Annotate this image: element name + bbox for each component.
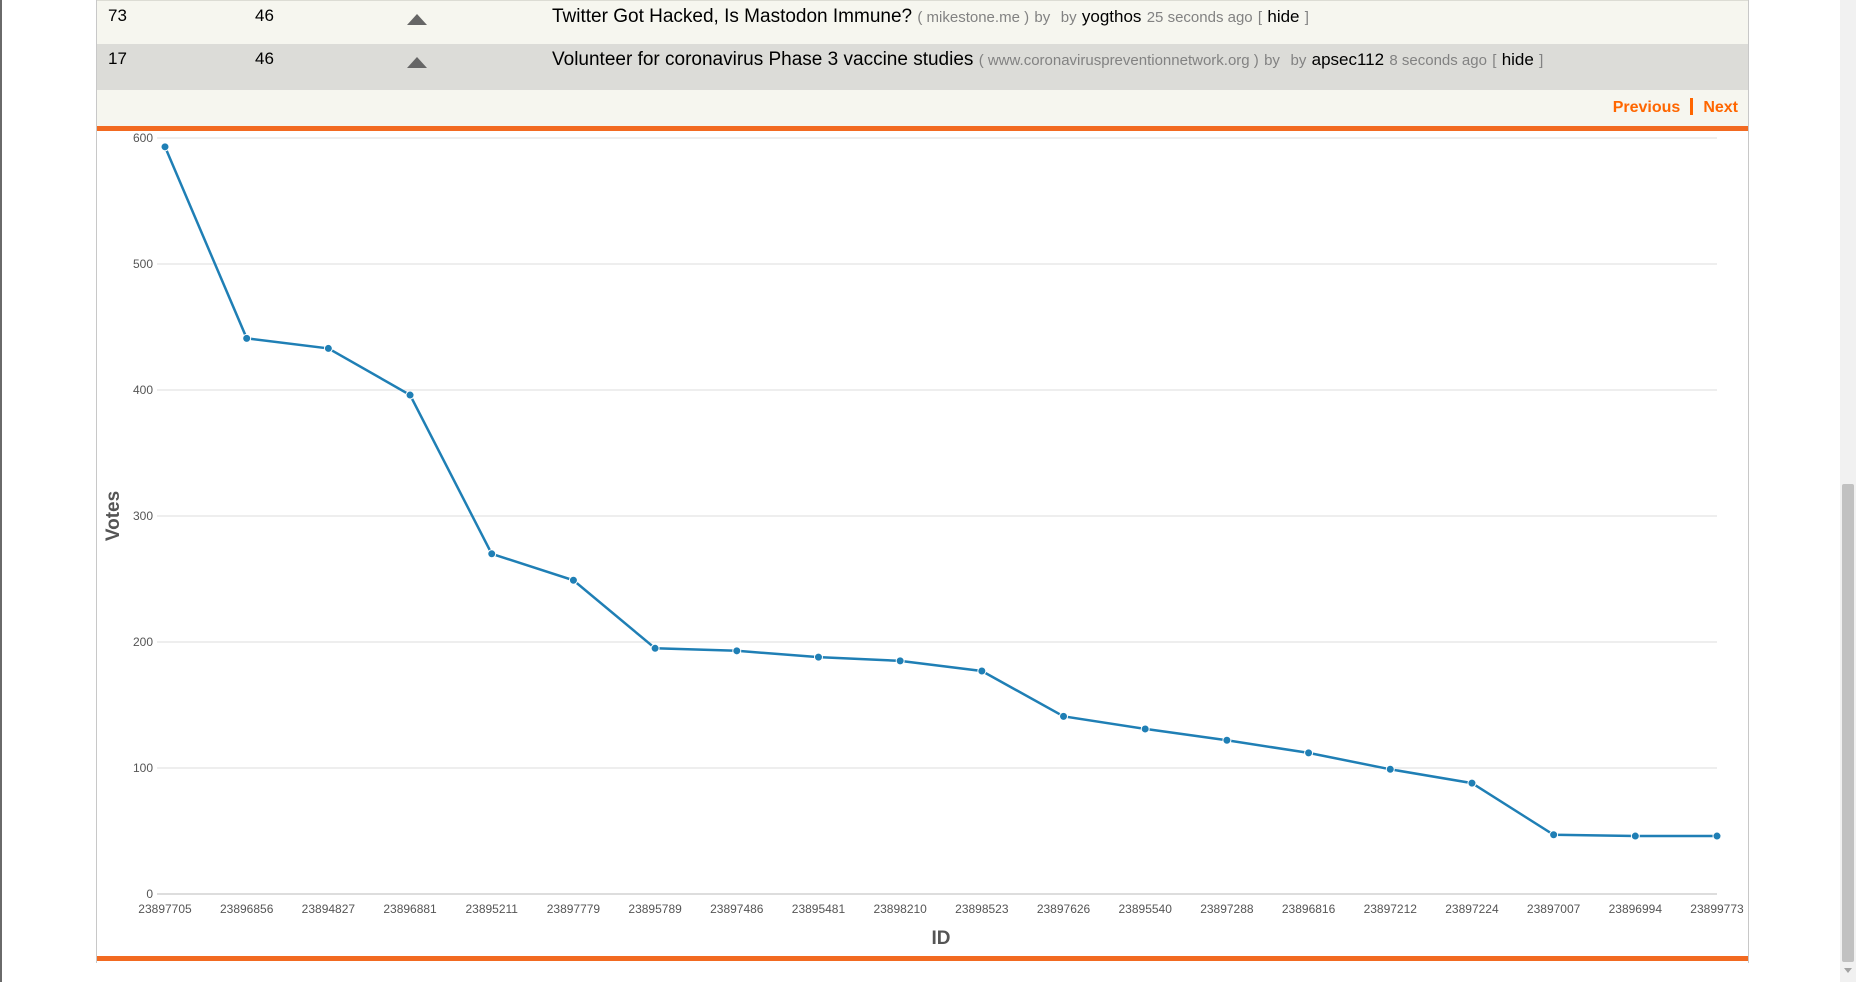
scroll-down-arrow-icon[interactable]	[1844, 968, 1852, 973]
x-tick-label: 23898523	[955, 902, 1009, 916]
data-point[interactable]	[732, 646, 742, 656]
data-points	[160, 142, 1722, 841]
upvote-arrow-icon[interactable]	[407, 14, 427, 25]
x-tick-label: 23897007	[1527, 902, 1581, 916]
x-tick-label: 23896816	[1282, 902, 1336, 916]
y-tick-label: 400	[133, 383, 153, 397]
story-domain: ( www.coronaviruspreventionnetwork.org )	[978, 52, 1259, 69]
data-point[interactable]	[1467, 778, 1477, 788]
by-label: by	[1290, 52, 1307, 69]
hide-link[interactable]: hide	[1267, 7, 1300, 26]
y-axis-title: Votes	[103, 491, 124, 541]
bracket-close: ]	[1539, 52, 1544, 69]
story-title-link[interactable]: Twitter Got Hacked, Is Mastodon Immune?	[552, 6, 913, 27]
upvote-arrow-icon[interactable]	[407, 57, 427, 68]
story-time: 8 seconds ago	[1389, 52, 1487, 69]
data-point[interactable]	[1549, 830, 1559, 840]
story-row: 17 46 Volunteer for coronavirus Phase 3 …	[97, 44, 1748, 90]
by-label: by	[1264, 52, 1280, 69]
data-point[interactable]	[487, 549, 497, 559]
next-link[interactable]: Next	[1703, 99, 1738, 116]
data-point[interactable]	[568, 575, 578, 585]
grid-lines	[157, 137, 1717, 895]
x-tick-label: 23895211	[465, 902, 518, 916]
story-line: Volunteer for coronavirus Phase 3 vaccin…	[552, 49, 1543, 71]
data-point[interactable]	[405, 390, 415, 400]
story-domain: ( mikestone.me )	[917, 9, 1030, 26]
story-user-link[interactable]: yogthos	[1081, 7, 1142, 26]
data-point[interactable]	[977, 666, 987, 676]
story-title-link[interactable]: Volunteer for coronavirus Phase 3 vaccin…	[552, 49, 974, 70]
previous-link[interactable]: Previous	[1612, 99, 1681, 116]
y-tick-label: 200	[133, 635, 153, 649]
x-tick-label: 23899773	[1690, 902, 1744, 916]
x-tick-label: 23897486	[710, 902, 764, 916]
x-tick-label: 23897288	[1200, 902, 1254, 916]
story-rank: 73	[108, 6, 127, 25]
y-tick-label: 0	[146, 887, 153, 901]
story-line: Twitter Got Hacked, Is Mastodon Immune? …	[552, 6, 1309, 28]
x-tick-label: 23897212	[1364, 902, 1418, 916]
by-label: by	[1034, 9, 1051, 26]
main-panel: 73 46 Twitter Got Hacked, Is Mastodon Im…	[96, 0, 1749, 963]
x-tick-label: 23897705	[138, 902, 192, 916]
x-tick-label: 23895789	[628, 902, 682, 916]
x-axis-title: ID	[932, 928, 951, 949]
x-tick-label: 23895481	[792, 902, 846, 916]
bracket-open: [	[1492, 52, 1497, 69]
data-point[interactable]	[1059, 711, 1069, 721]
hide-link[interactable]: hide	[1501, 50, 1534, 69]
data-point[interactable]	[813, 652, 823, 662]
y-tick-label: 500	[133, 257, 153, 271]
data-point[interactable]	[242, 333, 252, 343]
x-tick-label: 23898210	[873, 902, 927, 916]
story-time: 25 seconds ago	[1146, 9, 1253, 26]
x-tick-label: 23897224	[1445, 902, 1499, 916]
data-point[interactable]	[1304, 748, 1314, 758]
story-row: 73 46 Twitter Got Hacked, Is Mastodon Im…	[97, 0, 1748, 47]
pager-separator	[1690, 98, 1694, 115]
y-tick-label: 600	[133, 131, 153, 145]
x-tick-label: 23894827	[302, 902, 356, 916]
x-tick-label: 23897779	[547, 902, 601, 916]
y-tick-label: 300	[133, 509, 153, 523]
y-axis-ticks: 0 100 200 300 400 500 600	[133, 131, 153, 901]
data-point[interactable]	[650, 643, 660, 653]
x-tick-label: 23896994	[1609, 902, 1663, 916]
data-point[interactable]	[1385, 764, 1395, 774]
votes-series-line	[163, 146, 1717, 838]
x-tick-label: 23896856	[220, 902, 274, 916]
scrollbar-thumb[interactable]	[1842, 484, 1854, 962]
data-point[interactable]	[323, 343, 333, 353]
data-point[interactable]	[1712, 831, 1722, 841]
x-tick-label: 23895540	[1119, 902, 1173, 916]
story-user-link[interactable]: apsec112	[1311, 50, 1385, 69]
x-tick-label: 23897626	[1037, 902, 1091, 916]
data-point[interactable]	[1222, 735, 1232, 745]
pagination-bar: Previous Next	[97, 90, 1748, 126]
bracket-close: ]	[1304, 9, 1309, 26]
top-divider	[97, 126, 1748, 131]
window-edge	[0, 0, 2, 982]
story-rank: 17	[108, 49, 127, 68]
data-point[interactable]	[1630, 831, 1640, 841]
by-label: by	[1060, 9, 1077, 26]
data-point[interactable]	[1140, 724, 1150, 734]
x-axis-ticks: 23897705 23896856 23894827 23896881 23895211…	[138, 902, 1744, 916]
bottom-divider	[97, 956, 1748, 961]
story-votes: 46	[255, 6, 274, 25]
pagination-links: Previous Next	[1613, 98, 1738, 117]
x-tick-label: 23896881	[383, 902, 437, 916]
bracket-open: [	[1257, 9, 1263, 26]
y-tick-label: 100	[133, 761, 153, 775]
story-votes: 46	[255, 49, 274, 68]
data-point[interactable]	[895, 656, 905, 666]
vertical-scrollbar[interactable]	[1840, 0, 1856, 982]
data-point[interactable]	[160, 142, 170, 152]
